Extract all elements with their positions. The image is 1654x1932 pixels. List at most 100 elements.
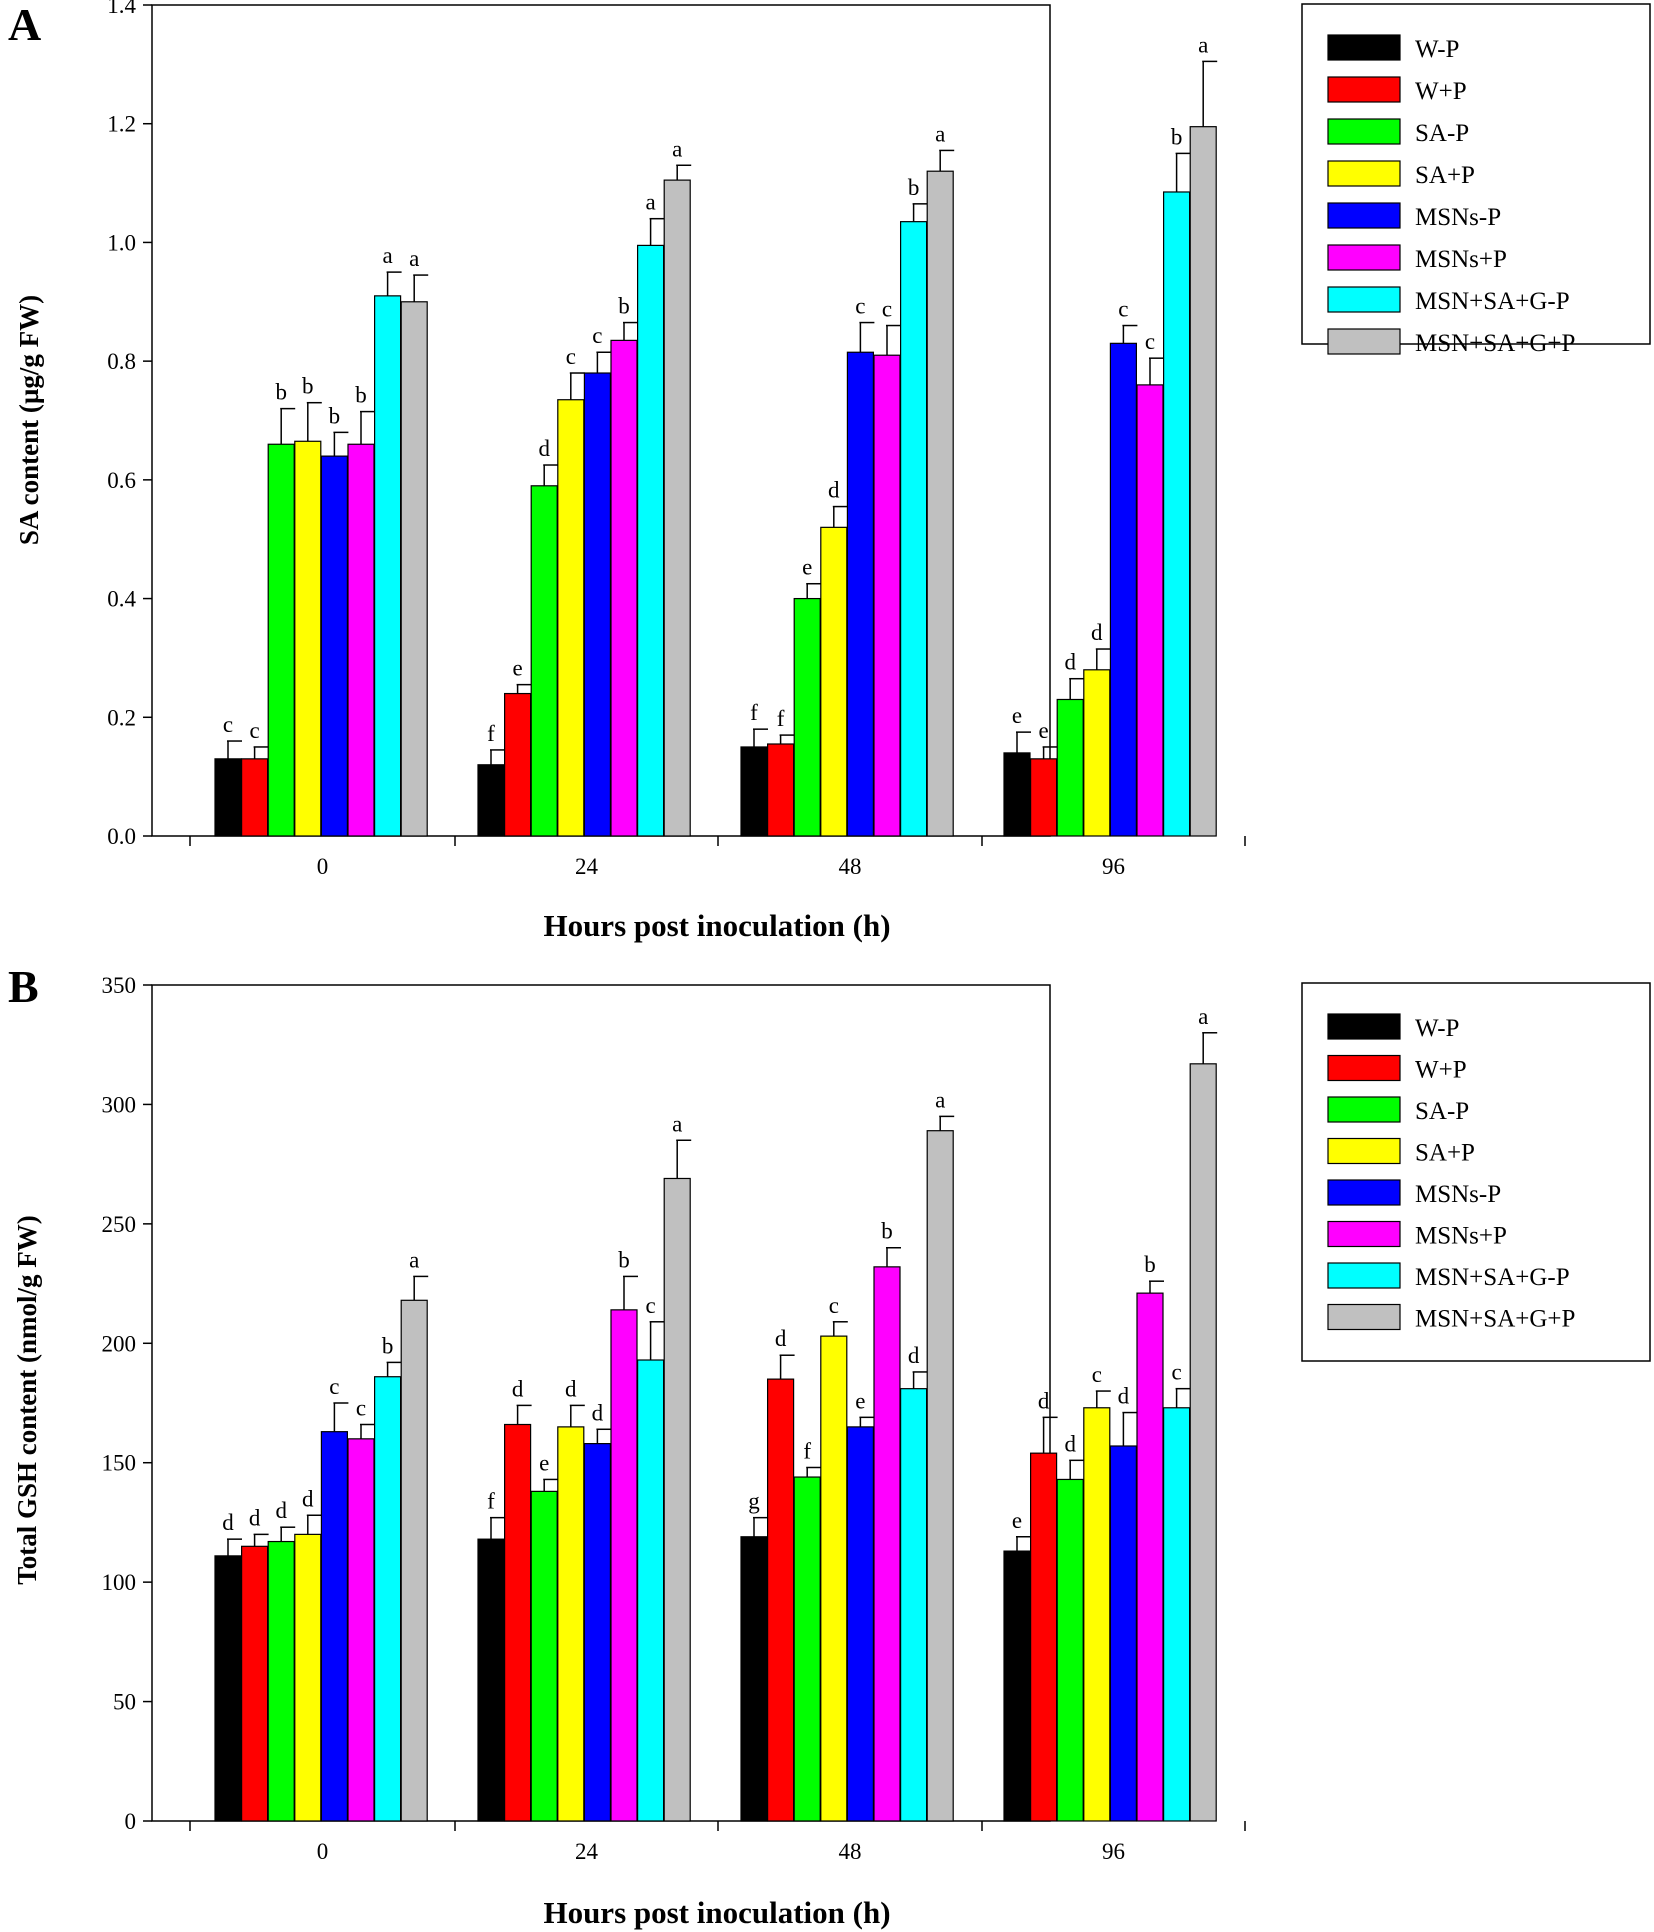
bar — [846, 1426, 875, 1822]
legend-swatch — [1327, 1096, 1401, 1123]
y-tick-label: 0.8 — [107, 349, 136, 374]
bar — [636, 244, 665, 837]
bar — [320, 1431, 348, 1822]
bar — [610, 339, 638, 837]
y-tick-label: 150 — [102, 1451, 137, 1476]
significance-label: a — [935, 121, 945, 146]
significance-label: c — [645, 1293, 655, 1318]
legend-label: W-P — [1415, 36, 1459, 63]
bar — [740, 746, 768, 837]
bar — [530, 485, 558, 837]
significance-label: d — [1038, 1388, 1050, 1413]
bar — [926, 170, 954, 837]
bar — [766, 743, 795, 837]
significance-label: d — [275, 1498, 287, 1523]
bar — [1136, 1292, 1164, 1822]
legend-swatch — [1327, 1013, 1401, 1040]
legend-swatch — [1327, 160, 1401, 187]
significance-label: a — [672, 136, 682, 161]
panel-letter: B — [8, 961, 39, 1012]
bar — [1162, 191, 1191, 837]
significance-label: b — [881, 1219, 893, 1244]
legend-label: MSNs-P — [1415, 204, 1501, 231]
bar — [1056, 1478, 1084, 1822]
significance-label: f — [487, 1489, 495, 1514]
legend: W-P W+P SA-P SA+P MSNs-P MSNs+P MSN+SA+G-P MSN+… — [1301, 982, 1651, 1362]
y-tick-label: 0 — [125, 1809, 137, 1834]
y-tick-label: 1.4 — [107, 0, 136, 18]
y-tick-label: 250 — [102, 1212, 137, 1237]
significance-label: f — [803, 1438, 811, 1463]
bar — [1136, 384, 1164, 837]
bar — [530, 1490, 558, 1822]
y-tick-label: 300 — [102, 1092, 137, 1117]
significance-label: c — [882, 297, 892, 322]
legend-label: W-P — [1415, 1015, 1459, 1042]
bar — [320, 455, 348, 837]
x-tick-label: 96 — [1102, 1839, 1125, 1864]
significance-label: b — [618, 1247, 630, 1272]
significance-label: c — [855, 294, 865, 319]
bar — [820, 526, 848, 837]
significance-label: e — [1012, 1508, 1022, 1533]
legend-label: W+P — [1415, 78, 1467, 105]
y-axis-title: Total GSH content (nmol/g FW) — [12, 1215, 42, 1585]
significance-label: c — [1171, 1360, 1181, 1385]
bar — [610, 1309, 638, 1822]
bar — [899, 1388, 928, 1822]
significance-label: d — [249, 1505, 261, 1530]
bar — [400, 1299, 428, 1822]
significance-label: f — [777, 706, 785, 731]
bar — [663, 179, 691, 837]
significance-label: e — [1012, 703, 1022, 728]
legend-swatch — [1327, 1303, 1401, 1331]
legend-swatch — [1327, 1054, 1401, 1082]
bar — [1029, 1452, 1058, 1822]
bar — [1162, 1407, 1191, 1822]
legend-label: MSN+SA+G+P — [1415, 1306, 1575, 1333]
significance-label: d — [1091, 620, 1103, 645]
x-tick-label: 24 — [575, 854, 599, 879]
significance-label: a — [409, 1247, 419, 1272]
y-tick-label: 50 — [113, 1690, 136, 1715]
legend-swatch — [1327, 1179, 1401, 1206]
significance-label: a — [935, 1087, 945, 1112]
significance-label: e — [855, 1388, 865, 1413]
significance-label: d — [1064, 650, 1076, 675]
bar — [1056, 698, 1084, 837]
significance-label: f — [750, 700, 758, 725]
significance-label: c — [592, 323, 602, 348]
bar — [820, 1335, 848, 1822]
significance-label: b — [1144, 1252, 1156, 1277]
significance-label: f — [487, 721, 495, 746]
x-tick-label: 96 — [1102, 854, 1125, 879]
bar — [1109, 342, 1138, 837]
bar — [583, 372, 612, 837]
significance-label: e — [539, 1450, 549, 1475]
bar — [504, 692, 532, 837]
legend-swatch — [1327, 286, 1401, 313]
bar — [294, 1533, 322, 1822]
bar — [557, 1426, 585, 1822]
significance-label: c — [829, 1293, 839, 1318]
bar — [766, 1378, 795, 1822]
y-tick-label: 0.6 — [107, 468, 136, 493]
bar — [374, 295, 402, 837]
significance-label: c — [1118, 297, 1128, 322]
significance-label: a — [672, 1111, 682, 1136]
bar — [1189, 1063, 1217, 1822]
bar — [846, 351, 875, 837]
bar — [793, 1476, 821, 1822]
bar — [214, 1555, 242, 1822]
bar — [214, 758, 242, 837]
bar — [267, 1540, 295, 1822]
y-tick-label: 350 — [102, 973, 137, 998]
bar — [294, 440, 322, 837]
significance-label: e — [802, 555, 812, 580]
bar — [241, 758, 269, 837]
significance-label: a — [1198, 32, 1208, 57]
bar — [793, 597, 821, 837]
legend-label: SA+P — [1415, 1140, 1475, 1167]
chart-panel-a: A 0.0 0.2 0.4 0.6 0.8 1.0 1.2 1.4 0 24 48 96 Hours po… — [8, 0, 1651, 943]
y-tick-label: 1.2 — [107, 112, 136, 137]
